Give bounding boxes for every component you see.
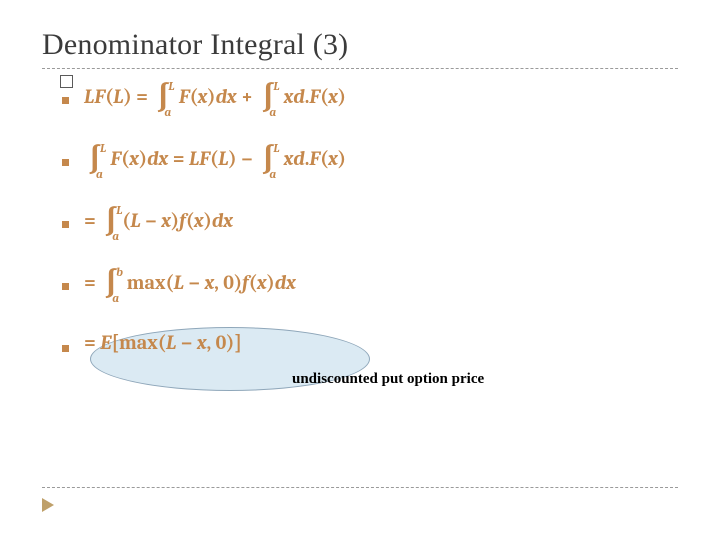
bullet-icon bbox=[62, 97, 69, 104]
equation-row-2: L∫a F(x)dx = LF(L) − L∫a xd.F(x) bbox=[42, 145, 678, 185]
equation-row-5: = E[max(L − x, 0)] bbox=[42, 331, 678, 371]
content-area: LF(L) = L∫a F(x)dx + L∫a xd.F(x) L∫a F(x… bbox=[42, 69, 678, 371]
equation-5: = E[max(L − x, 0)] bbox=[84, 331, 242, 354]
footer-arrow-icon bbox=[42, 498, 58, 512]
equation-row-4: = b∫a max(L − x, 0)f(x)dx bbox=[42, 269, 678, 309]
bullet-icon bbox=[62, 159, 69, 166]
annotation-text: undiscounted put option price bbox=[292, 371, 484, 388]
equation-1: LF(L) = L∫a F(x)dx + L∫a xd.F(x) bbox=[84, 83, 346, 113]
footer-rule bbox=[42, 487, 678, 488]
equation-row-1: LF(L) = L∫a F(x)dx + L∫a xd.F(x) bbox=[42, 83, 678, 123]
equation-2: L∫a F(x)dx = LF(L) − L∫a xd.F(x) bbox=[84, 145, 346, 175]
bullet-icon bbox=[62, 345, 69, 352]
bullet-icon bbox=[62, 283, 69, 290]
slide-title: Denominator Integral (3) bbox=[42, 28, 678, 62]
equation-4: = b∫a max(L − x, 0)f(x)dx bbox=[84, 269, 296, 299]
equation-3: = L∫a(L − x)f(x)dx bbox=[84, 207, 233, 237]
equation-row-3: = L∫a(L − x)f(x)dx bbox=[42, 207, 678, 247]
bullet-icon bbox=[62, 221, 69, 228]
